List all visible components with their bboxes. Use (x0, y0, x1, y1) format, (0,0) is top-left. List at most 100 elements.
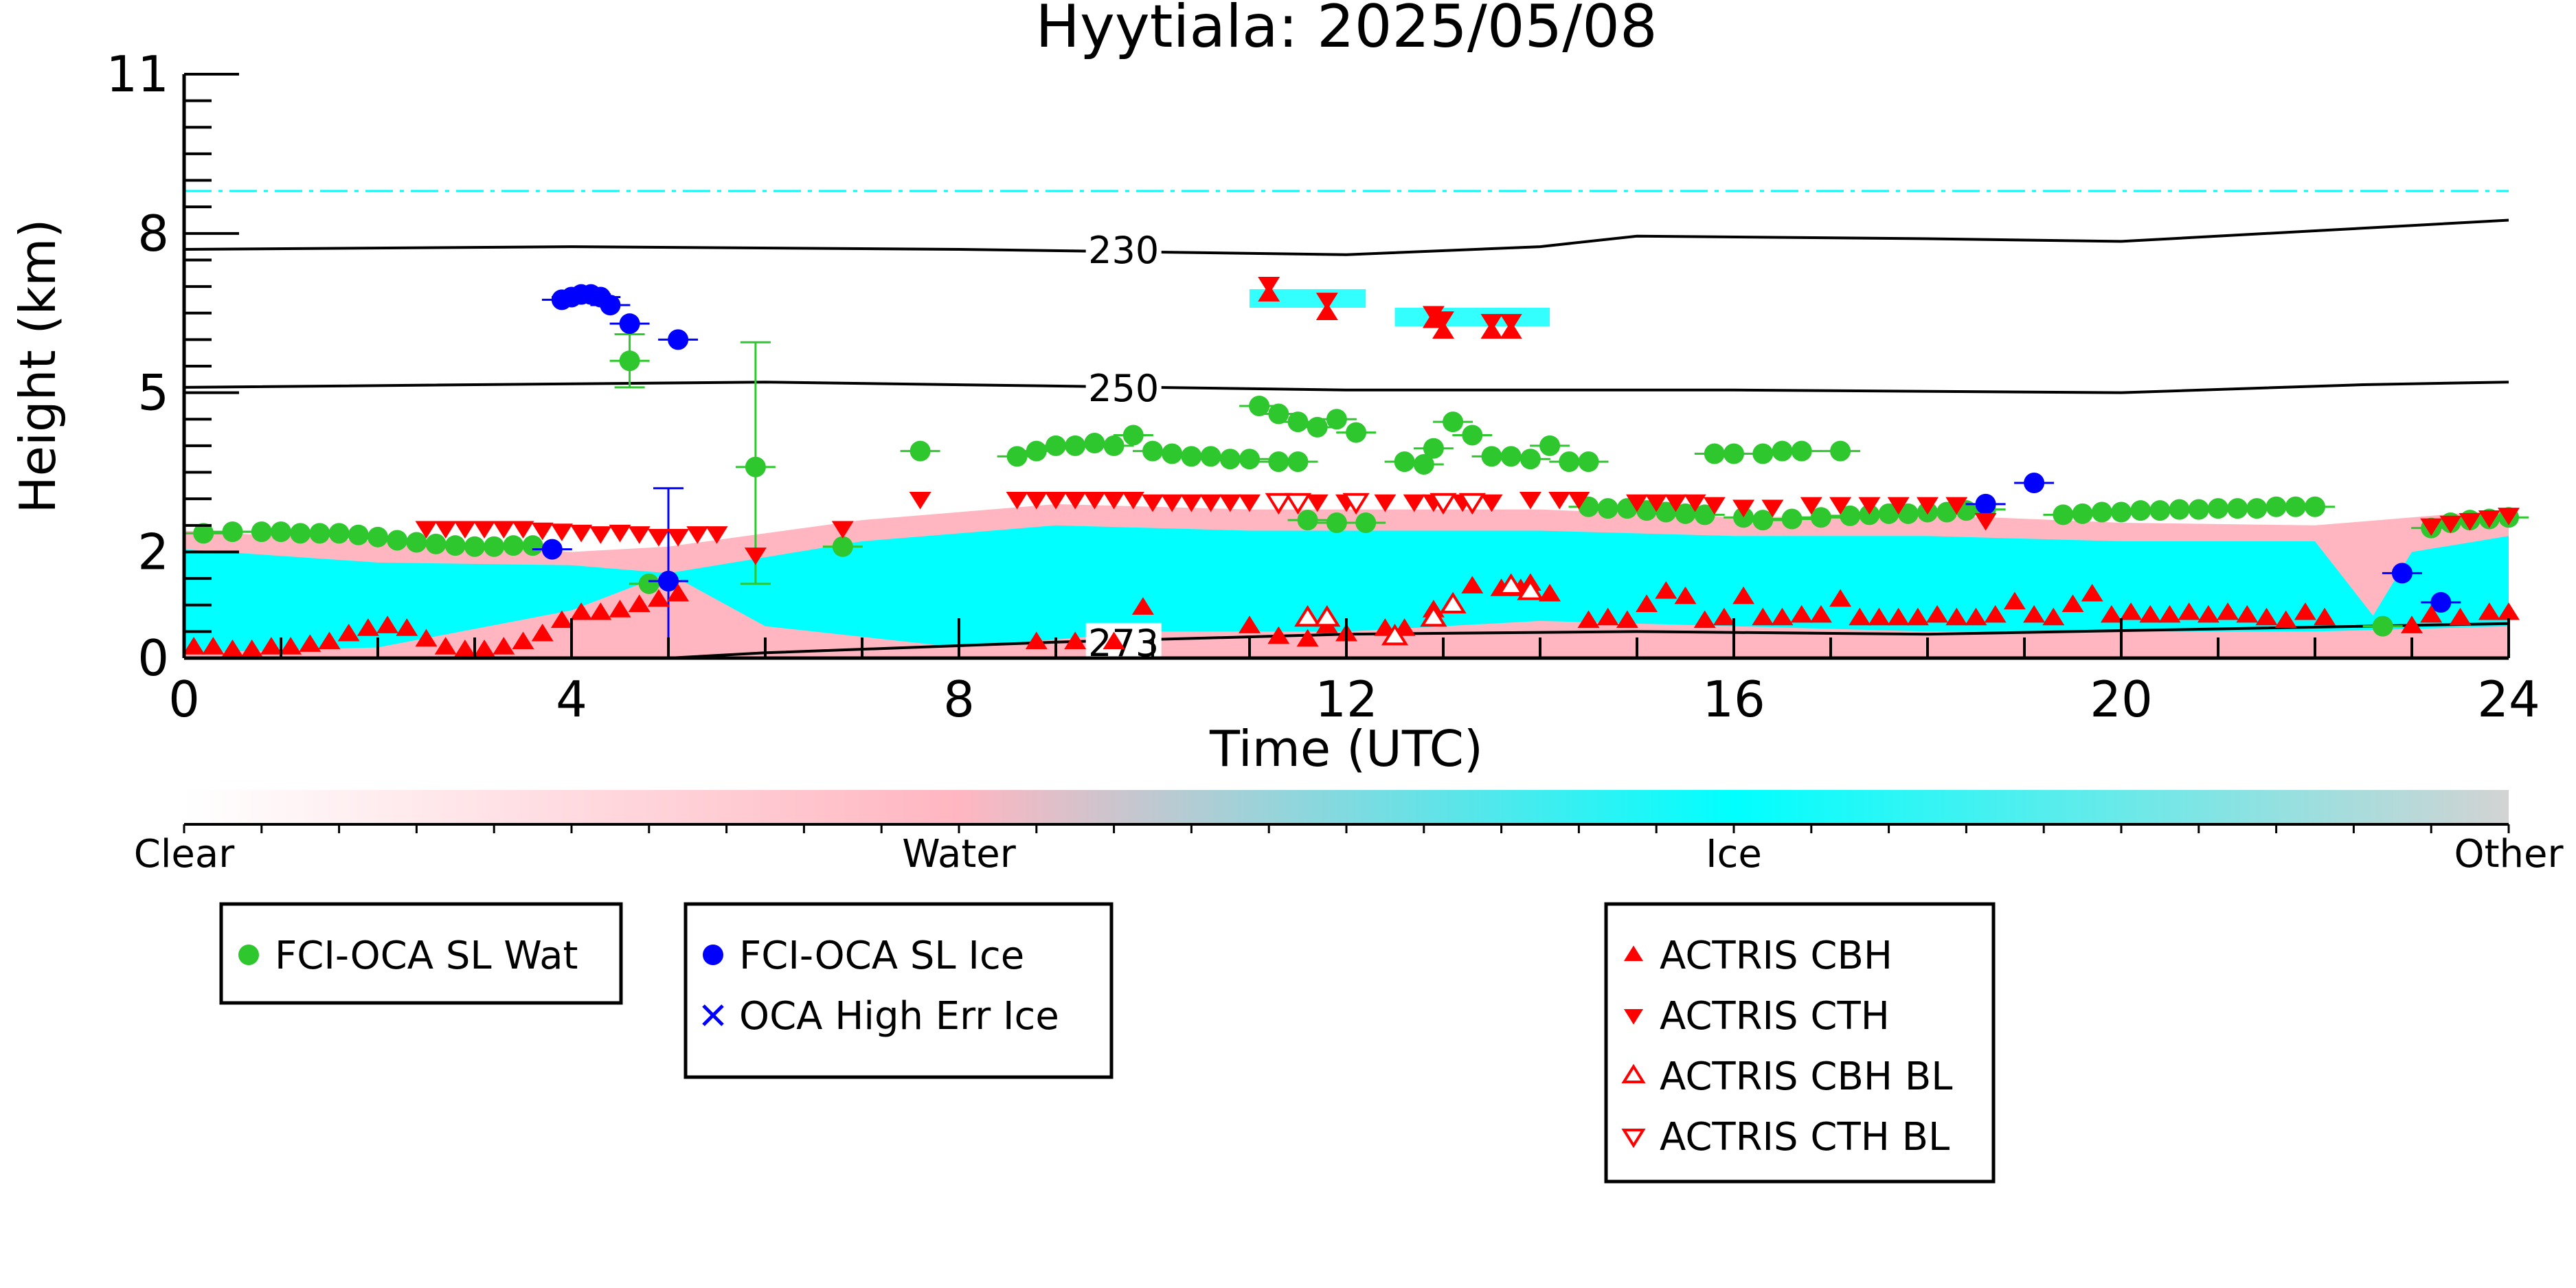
data-point (1626, 494, 1648, 512)
data-point (2401, 615, 2423, 633)
legend-label: FCI-OCA SL Ice (739, 934, 1024, 978)
data-point (2139, 605, 2162, 623)
data-point (2246, 498, 2268, 519)
data-point (831, 521, 854, 539)
data-point (1293, 605, 1322, 627)
legend-label: OCA High Err Ice (739, 994, 1059, 1039)
data-point (1180, 494, 1203, 512)
data-point (1694, 504, 1715, 526)
data-point (1887, 607, 1910, 626)
data-point (909, 440, 931, 462)
data-point (1422, 306, 1445, 324)
x-axis-title: Time (UTC) (1209, 720, 1483, 778)
data-point (1306, 494, 1329, 512)
data-point (1519, 491, 1541, 510)
data-point (1296, 629, 1319, 647)
data-point (1809, 605, 1832, 623)
y-tick-label: 5 (137, 364, 169, 422)
data-point (2294, 602, 2316, 620)
data-point (744, 547, 767, 565)
data-point (1548, 491, 1571, 510)
data-point (1800, 497, 1822, 515)
data-point (667, 583, 690, 602)
data-point (2217, 602, 2239, 620)
data-point (705, 526, 728, 544)
legend-box (219, 902, 623, 1005)
data-point (1355, 512, 1377, 533)
data-point (1965, 607, 1987, 626)
legend-marker (238, 945, 259, 965)
data-point (589, 526, 612, 544)
x-tick-label: 4 (556, 670, 587, 728)
data-point (1829, 497, 1852, 515)
data-point (2420, 518, 2443, 536)
data-point (2459, 512, 2481, 531)
data-point (2072, 503, 2093, 524)
isotherm-label: 230 (1088, 229, 1159, 272)
chart-title: Hyytiala: 2025/05/08 (1035, 0, 1657, 61)
data-point (1830, 440, 1851, 462)
data-point (1268, 403, 1289, 425)
x-tick-label: 24 (2477, 670, 2540, 728)
data-point (1858, 497, 1881, 515)
data-point (1975, 493, 1996, 515)
x-tick-label: 0 (168, 670, 200, 728)
data-point (1791, 440, 1812, 462)
colorbar-label: Ice (1706, 832, 1762, 877)
data-point (193, 523, 214, 544)
data-point (1480, 314, 1503, 332)
data-point (1315, 293, 1338, 310)
data-point (1461, 576, 1484, 594)
data-point (1517, 578, 1544, 600)
data-point (531, 623, 554, 642)
y-tick-label: 8 (137, 205, 169, 262)
data-point (1752, 607, 1774, 626)
x-tick-label: 20 (2090, 670, 2153, 728)
isotherm-label: 250 (1088, 367, 1159, 410)
data-point (1297, 510, 1318, 531)
data-point (1083, 491, 1106, 510)
data-point (387, 530, 408, 551)
legend-label: ACTRIS CBH BL (1660, 1054, 1952, 1099)
data-point (2498, 508, 2520, 526)
data-point (1026, 440, 1047, 462)
colorbar: Clear Water Ice Other (134, 790, 2564, 877)
data-point (658, 570, 679, 591)
data-point (1752, 510, 1774, 531)
data-point (1675, 503, 1696, 524)
data-point (1849, 607, 1871, 626)
data-point (2081, 583, 2103, 602)
data-point (1162, 443, 1183, 464)
data-point (1840, 505, 1861, 526)
data-point (2305, 496, 2325, 517)
data-point (1519, 449, 1541, 470)
data-point (318, 631, 341, 650)
data-point (1781, 508, 1803, 530)
x-tick-label: 16 (1702, 670, 1765, 728)
data-point (2158, 605, 2181, 623)
data-point (473, 521, 496, 539)
data-point (1693, 610, 1716, 629)
data-point (1636, 594, 1658, 612)
data-point (668, 329, 689, 350)
data-point (493, 521, 515, 539)
data-point (1267, 626, 1290, 644)
data-point (348, 524, 369, 545)
data-point (1945, 497, 1968, 515)
data-point (1394, 451, 1415, 473)
data-point (473, 640, 496, 657)
data-point (2188, 499, 2209, 520)
data-point (832, 536, 853, 557)
data-point (202, 637, 225, 655)
data-point (1664, 494, 1687, 512)
data-point (2372, 615, 2393, 637)
data-point (2255, 607, 2278, 626)
data-point (425, 533, 447, 554)
data-point (1906, 607, 1929, 626)
data-point (1025, 491, 1048, 510)
data-point (667, 529, 690, 547)
data-point (2420, 605, 2443, 623)
data-point (638, 573, 659, 594)
legend-box (1604, 902, 1996, 1184)
